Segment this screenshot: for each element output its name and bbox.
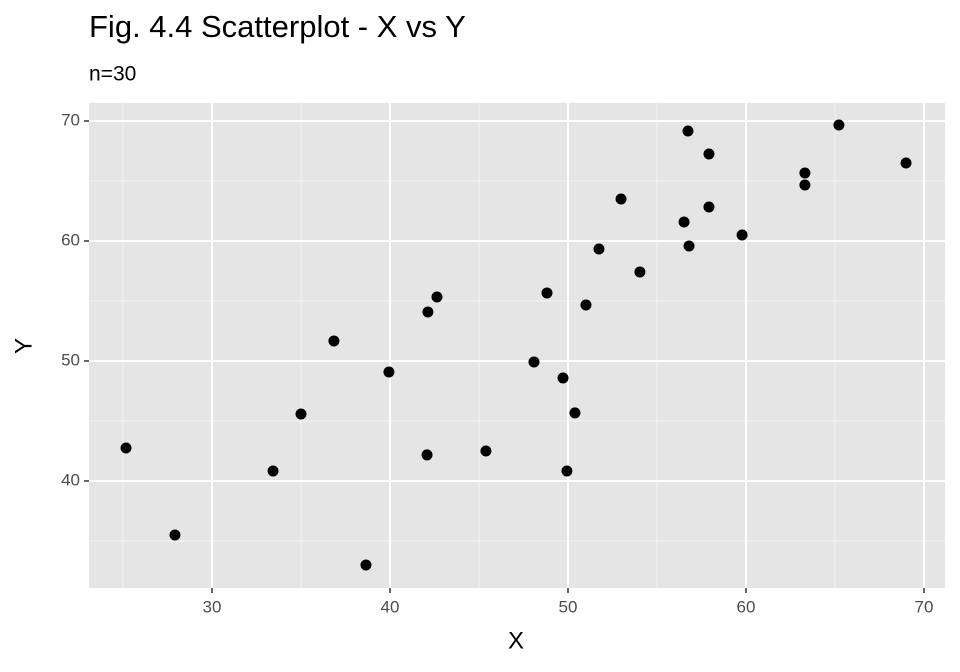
point (736, 229, 748, 241)
x-tick-label: 40 (381, 597, 400, 616)
point (169, 529, 181, 541)
point (421, 449, 433, 461)
point (569, 407, 581, 419)
point (541, 287, 553, 299)
point (703, 148, 715, 160)
point (528, 356, 540, 368)
point (593, 243, 605, 255)
point (833, 119, 845, 131)
point (561, 465, 573, 477)
point (557, 372, 569, 384)
point (615, 193, 627, 205)
point (682, 125, 694, 137)
point (799, 179, 811, 191)
point (683, 240, 695, 252)
point (383, 366, 395, 378)
point (120, 442, 132, 454)
point (480, 445, 492, 457)
x-tick-label: 30 (203, 597, 222, 616)
chart-title: Fig. 4.4 Scatterplot - X vs Y (89, 9, 466, 44)
y-tick-label: 40 (61, 470, 80, 489)
point (634, 266, 646, 278)
point (422, 306, 434, 318)
point (703, 201, 715, 213)
point (900, 157, 912, 169)
point (580, 299, 592, 311)
x-axis-title: X (508, 627, 524, 654)
chart-subtitle: n=30 (89, 63, 136, 86)
y-tick-label: 60 (61, 230, 80, 249)
point (360, 559, 372, 571)
point (799, 167, 811, 179)
point (295, 408, 307, 420)
y-tick-label: 50 (61, 350, 80, 369)
x-tick-label: 50 (559, 597, 578, 616)
y-axis-title: Y (10, 338, 37, 354)
point (328, 335, 340, 347)
x-tick-label: 70 (915, 597, 934, 616)
y-tick-label: 70 (61, 110, 80, 129)
panel-background (89, 103, 945, 588)
point (678, 216, 690, 228)
point (431, 291, 443, 303)
point (267, 465, 279, 477)
x-tick-label: 60 (737, 597, 756, 616)
